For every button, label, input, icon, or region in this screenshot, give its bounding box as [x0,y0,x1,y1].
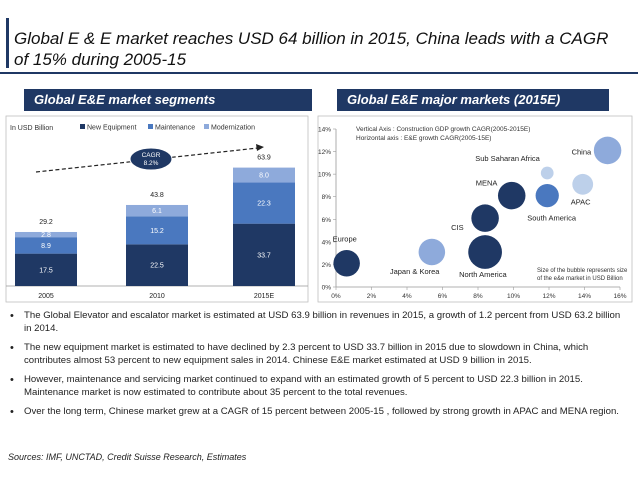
bubble-label: Japan & Korea [390,267,440,276]
unit-label: In USD Billion [10,125,53,132]
bar-total-label: 29.2 [39,219,53,226]
bubble-point [471,204,499,232]
cagr-label: CAGR [142,152,161,159]
legend-swatch [148,124,153,129]
bar-segment [233,223,295,286]
x-tick-label: 8% [473,293,483,300]
bubble-point [535,183,559,208]
segments-panel-header: Global E&E market segments [24,89,312,111]
x-tick-label: 0% [331,293,341,300]
cagr-bubble [129,147,173,171]
bullet-text: However, maintenance and servicing marke… [24,374,583,398]
bar-segment [126,204,188,217]
bar-segment [15,237,77,254]
x-tick-label: 14% [578,293,591,300]
bar-segment [126,216,188,245]
bar-value-label: 2.8 [41,232,51,239]
legend-label: Modernization [211,125,255,132]
bubble-point [593,136,622,165]
bullet-list: • The Global Elevator and escalator marke… [8,310,630,426]
title-accent-line [6,18,9,68]
x-tick-label: 16% [613,293,626,300]
y-tick-label: 12% [318,149,331,156]
bar-value-label: 8.9 [41,243,51,250]
markets-bubble-chart: 0% 2% 4% 6% 8% 10% 12% 14% 0% 2% 4% 6% 8% 10% 12% 14% 16… [317,115,633,303]
bubble-point [333,250,360,277]
x-tick-label: 2010 [149,293,165,300]
x-tick-label: 4% [402,293,412,300]
bubble-label: North America [459,270,507,279]
bubble-label: MENA [476,179,498,188]
bubble-label: CIS [451,223,464,232]
bar-segment [15,231,77,238]
x-tick-label: 6% [438,293,448,300]
bubble-label: South America [527,214,577,223]
bullet-item: • The new equipment market is estimated t… [8,342,630,367]
x-axis-note: Horizontal axis : E&E growth CAGR(2005-1… [356,135,491,142]
size-note-line: of the e&e market in USD Billion [537,276,623,282]
title-bar: Global E & E market reaches USD 64 billi… [0,0,638,74]
chart-frame [5,115,309,303]
legend-label: Maintenance [155,125,195,132]
cagr-arrowhead [256,144,264,151]
bullet-text: The new equipment market is estimated to… [24,342,589,366]
bullet-item: • The Global Elevator and escalator marke… [8,310,630,335]
bar-value-label: 6.1 [152,208,162,215]
markets-panel-header: Global E&E major markets (2015E) [337,89,609,111]
y-tick-label: 8% [322,194,332,201]
bubble-point [418,238,446,266]
legend-swatch [204,124,209,129]
bar-value-label: 17.5 [39,267,53,274]
bar-value-label: 8.0 [259,173,269,180]
bullet-dot-icon: • [10,342,14,354]
bar-segment [126,244,188,286]
bubble-label: APAC [571,197,591,206]
y-tick-label: 4% [322,239,332,246]
legend-swatch [80,124,85,129]
bar-total-label: 43.8 [150,192,164,199]
y-axis-note: Vertical Axis : Construction GDP growth … [356,126,530,133]
y-tick-label: 10% [318,172,331,179]
bar-total-label: 63.9 [257,155,271,162]
bullet-item: • However, maintenance and servicing mark… [8,374,630,399]
cagr-value: 8.2% [144,160,159,167]
page-title: Global E & E market reaches USD 64 billi… [14,29,609,69]
y-tick-label: 14% [318,127,331,134]
bullet-text: The Global Elevator and escalator market… [24,310,621,334]
bullet-item: • Over the long term, Chinese market grew… [8,406,630,419]
bar-value-label: 22.3 [257,201,271,208]
bubble-label: Sub Saharan Africa [475,154,540,163]
segments-bar-chart: In USD Billion New Equipment Maintenance Mo… [5,115,309,303]
legend-label: New Equipment [87,125,136,132]
bar-segment [233,167,295,183]
y-tick-label: 6% [322,217,332,224]
bar-segment [233,182,295,224]
bar-value-label: 33.7 [257,252,271,259]
bullet-dot-icon: • [10,406,14,418]
size-note-line: Size of the bubble represents size [537,268,628,274]
bubble-point [468,235,502,269]
bar-value-label: 22.5 [150,263,164,270]
bubble-point [572,173,594,195]
bullet-dot-icon: • [10,374,14,386]
bubble-point [497,181,526,210]
bullet-text: Over the long term, Chinese market grew … [24,406,619,417]
x-tick-label: 10% [507,293,520,300]
y-tick-label: 0% [322,285,332,292]
bar-value-label: 15.2 [150,228,164,235]
chart-frame [317,115,633,303]
bullet-dot-icon: • [10,310,14,322]
bubble-label: Europe [333,234,357,243]
bubble-point [540,166,554,180]
x-tick-label: 2% [367,293,377,300]
x-tick-label: 2005 [38,293,54,300]
sources-note: Sources: IMF, UNCTAD, Credit Suisse Rese… [8,452,247,462]
bar-segment [15,253,77,286]
y-tick-label: 2% [322,262,332,269]
x-tick-label: 2015E [254,293,275,300]
bubble-label: China [572,147,592,156]
x-tick-label: 12% [542,293,555,300]
